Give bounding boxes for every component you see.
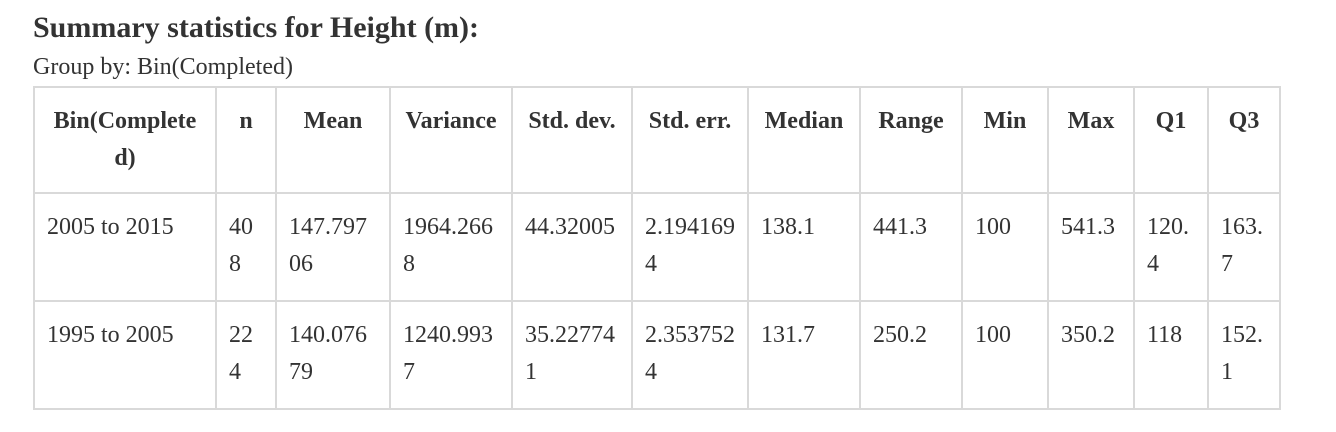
cell-variance: 1964.2668 [389, 192, 513, 302]
header-min: Min [961, 86, 1049, 194]
cell-q1: 118 [1133, 300, 1209, 410]
cell-n: 224 [215, 300, 277, 410]
cell-std-err: 2.3537524 [631, 300, 749, 410]
cell-median: 138.1 [747, 192, 861, 302]
header-bin-completed: Bin(Completed) [33, 86, 217, 194]
header-max: Max [1047, 86, 1135, 194]
cell-bin: 1995 to 2005 [33, 300, 217, 410]
cell-range: 441.3 [859, 192, 963, 302]
cell-variance: 1240.9937 [389, 300, 513, 410]
cell-std-dev: 44.32005 [511, 192, 633, 302]
cell-max: 541.3 [1047, 192, 1135, 302]
cell-min: 100 [961, 300, 1049, 410]
header-variance: Variance [389, 86, 513, 194]
header-q3: Q3 [1207, 86, 1281, 194]
cell-std-err: 2.1941694 [631, 192, 749, 302]
cell-max: 350.2 [1047, 300, 1135, 410]
header-range: Range [859, 86, 963, 194]
cell-median: 131.7 [747, 300, 861, 410]
header-median: Median [747, 86, 861, 194]
cell-range: 250.2 [859, 300, 963, 410]
page-title: Summary statistics for Height (m): [33, 11, 480, 44]
cell-mean: 147.79706 [275, 192, 391, 302]
cell-mean: 140.07679 [275, 300, 391, 410]
header-n: n [215, 86, 277, 194]
cell-q1: 120.4 [1133, 192, 1209, 302]
cell-std-dev: 35.227741 [511, 300, 633, 410]
header-mean: Mean [275, 86, 391, 194]
cell-q3: 152.1 [1207, 300, 1281, 410]
cell-n: 408 [215, 192, 277, 302]
header-std-err: Std. err. [631, 86, 749, 194]
group-by-label: Group by: Bin(Completed) [33, 54, 293, 80]
table-row: 2005 to 2015 408 147.79706 1964.2668 44.… [33, 192, 1281, 302]
summary-statistics-table: Bin(Completed) n Mean Variance Std. dev.… [33, 86, 1281, 410]
cell-bin: 2005 to 2015 [33, 192, 217, 302]
cell-q3: 163.7 [1207, 192, 1281, 302]
cell-min: 100 [961, 192, 1049, 302]
table-header-row: Bin(Completed) n Mean Variance Std. dev.… [33, 86, 1281, 194]
table-row: 1995 to 2005 224 140.07679 1240.9937 35.… [33, 300, 1281, 410]
summary-report: Summary statistics for Height (m): Group… [33, 8, 1281, 410]
header-std-dev: Std. dev. [511, 86, 633, 194]
header-q1: Q1 [1133, 86, 1209, 194]
